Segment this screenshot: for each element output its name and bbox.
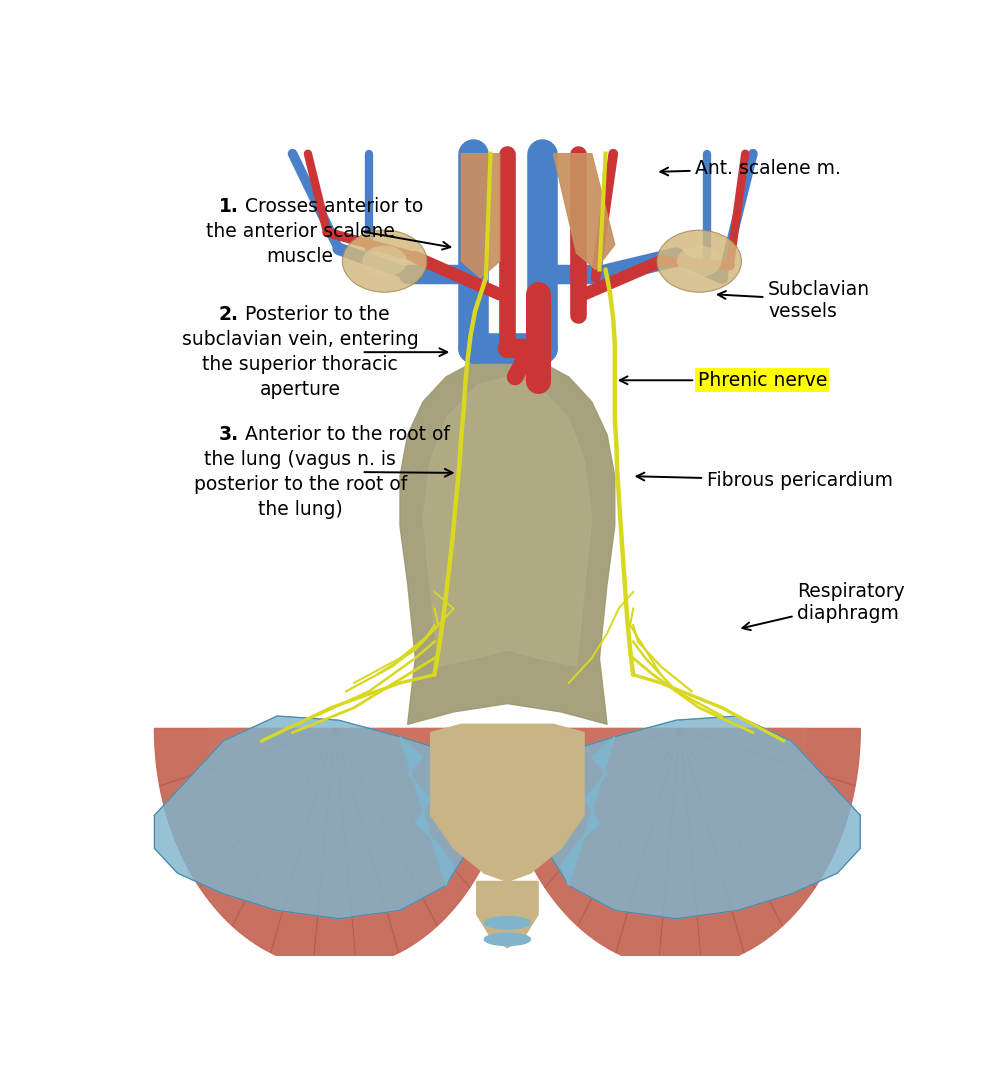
Text: the anterior scalene: the anterior scalene xyxy=(206,222,395,241)
Polygon shape xyxy=(400,737,453,886)
Ellipse shape xyxy=(657,230,742,292)
Polygon shape xyxy=(500,728,860,969)
Ellipse shape xyxy=(677,246,722,277)
Polygon shape xyxy=(209,728,461,897)
Text: Subclavian
vessels: Subclavian vessels xyxy=(718,279,870,320)
Text: Phrenic nerve: Phrenic nerve xyxy=(620,371,827,390)
Text: Crosses anterior to: Crosses anterior to xyxy=(239,198,423,216)
Ellipse shape xyxy=(343,230,427,292)
Ellipse shape xyxy=(362,246,407,277)
Text: subclavian vein, entering: subclavian vein, entering xyxy=(182,331,419,349)
Text: 1.: 1. xyxy=(219,198,239,216)
Ellipse shape xyxy=(484,916,531,929)
Polygon shape xyxy=(154,728,515,969)
Text: Respiratory
diaphragm: Respiratory diaphragm xyxy=(742,582,905,630)
Text: Fibrous pericardium: Fibrous pericardium xyxy=(637,470,893,490)
Polygon shape xyxy=(400,357,615,724)
Polygon shape xyxy=(553,728,806,897)
Text: aperture: aperture xyxy=(259,380,341,398)
Text: Posterior to the: Posterior to the xyxy=(239,305,389,324)
Polygon shape xyxy=(461,154,500,278)
Text: the lung (vagus n. is: the lung (vagus n. is xyxy=(204,450,396,469)
Text: the lung): the lung) xyxy=(257,499,343,519)
Polygon shape xyxy=(553,154,615,270)
Polygon shape xyxy=(545,716,860,918)
Polygon shape xyxy=(431,724,584,882)
Text: posterior to the root of: posterior to the root of xyxy=(194,475,407,494)
Text: Ant. scalene m.: Ant. scalene m. xyxy=(660,159,842,178)
Text: Anterior to the root of: Anterior to the root of xyxy=(239,425,449,445)
Text: 3.: 3. xyxy=(219,425,239,445)
Text: 2.: 2. xyxy=(219,305,239,324)
Ellipse shape xyxy=(484,933,531,945)
Text: the superior thoracic: the superior thoracic xyxy=(202,355,398,374)
Polygon shape xyxy=(423,377,592,666)
Polygon shape xyxy=(561,737,615,886)
Polygon shape xyxy=(477,882,539,947)
Polygon shape xyxy=(154,716,469,918)
Text: muscle: muscle xyxy=(266,247,334,265)
